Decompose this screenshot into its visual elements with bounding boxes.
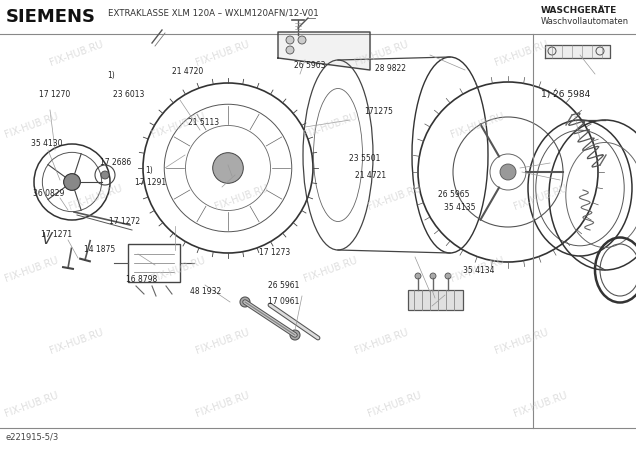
Text: 23 6013: 23 6013	[113, 90, 144, 99]
Text: 21 5113: 21 5113	[188, 118, 219, 127]
Text: FIX-HUB.RU: FIX-HUB.RU	[67, 184, 123, 212]
Text: FIX-HUB.RU: FIX-HUB.RU	[195, 328, 251, 356]
Circle shape	[415, 273, 421, 279]
Text: 17 1273: 17 1273	[259, 248, 291, 257]
Circle shape	[430, 273, 436, 279]
Text: FIX-HUB.RU: FIX-HUB.RU	[303, 256, 359, 284]
Text: FIX-HUB.RU: FIX-HUB.RU	[494, 328, 550, 356]
Text: 35 4134: 35 4134	[463, 266, 495, 275]
Circle shape	[286, 36, 294, 44]
Text: FIX-HUB.RU: FIX-HUB.RU	[449, 112, 505, 140]
Circle shape	[500, 164, 516, 180]
Text: FIX-HUB.RU: FIX-HUB.RU	[4, 391, 60, 419]
Text: FIX-HUB.RU: FIX-HUB.RU	[4, 112, 60, 140]
Text: 17 0961: 17 0961	[268, 297, 300, 306]
Text: FIX-HUB.RU: FIX-HUB.RU	[513, 184, 569, 212]
Text: 26 5965: 26 5965	[438, 190, 469, 199]
Text: FIX-HUB.RU: FIX-HUB.RU	[150, 112, 206, 140]
Text: FIX-HUB.RU: FIX-HUB.RU	[449, 256, 505, 284]
Text: FIX-HUB.RU: FIX-HUB.RU	[303, 112, 359, 140]
Text: FIX-HUB.RU: FIX-HUB.RU	[354, 328, 410, 356]
Text: 28 9822: 28 9822	[375, 64, 406, 73]
Circle shape	[286, 46, 294, 54]
Text: 17 2686: 17 2686	[100, 158, 132, 167]
Text: 26 5963: 26 5963	[294, 61, 326, 70]
Polygon shape	[545, 45, 610, 58]
Text: Waschvollautomaten: Waschvollautomaten	[541, 17, 629, 26]
Text: e221915-5/3: e221915-5/3	[6, 432, 59, 441]
Text: 17 1271: 17 1271	[41, 230, 73, 239]
Circle shape	[212, 153, 244, 183]
Text: FIX-HUB.RU: FIX-HUB.RU	[354, 40, 410, 68]
Text: FIX-HUB.RU: FIX-HUB.RU	[195, 391, 251, 419]
Text: 17 1270: 17 1270	[39, 90, 71, 99]
Text: FIX-HUB.RU: FIX-HUB.RU	[195, 40, 251, 68]
Text: 23 5501: 23 5501	[349, 154, 380, 163]
Text: 16 8798: 16 8798	[126, 275, 157, 284]
Text: FIX-HUB.RU: FIX-HUB.RU	[48, 328, 104, 356]
Text: 48 1932: 48 1932	[190, 287, 221, 296]
Text: 21 4721: 21 4721	[355, 171, 386, 180]
Circle shape	[290, 330, 300, 340]
Text: 171275: 171275	[364, 107, 392, 116]
Text: FIX-HUB.RU: FIX-HUB.RU	[150, 256, 206, 284]
Circle shape	[298, 36, 306, 44]
Text: 35 4130: 35 4130	[31, 139, 62, 148]
Circle shape	[101, 171, 109, 179]
Text: 1): 1)	[145, 166, 153, 175]
Text: FIX-HUB.RU: FIX-HUB.RU	[366, 391, 422, 419]
Text: 35 4135: 35 4135	[444, 203, 476, 212]
Text: 1) 26 5984: 1) 26 5984	[541, 90, 590, 99]
Text: 36 0829: 36 0829	[33, 189, 64, 198]
Circle shape	[445, 273, 451, 279]
Text: FIX-HUB.RU: FIX-HUB.RU	[366, 184, 422, 212]
Bar	[128, 244, 180, 282]
Text: SIEMENS: SIEMENS	[6, 8, 96, 26]
Text: V: V	[42, 232, 52, 247]
Text: EXTRAKLASSE XLM 120A – WXLM120AFN/12-V01: EXTRAKLASSE XLM 120A – WXLM120AFN/12-V01	[108, 9, 319, 18]
Bar	[408, 290, 463, 310]
Text: 17 1291: 17 1291	[135, 178, 166, 187]
Circle shape	[240, 297, 250, 307]
Text: 14 1875: 14 1875	[84, 245, 115, 254]
Text: FIX-HUB.RU: FIX-HUB.RU	[48, 40, 104, 68]
Text: FIX-HUB.RU: FIX-HUB.RU	[214, 184, 270, 212]
Circle shape	[64, 174, 80, 190]
Polygon shape	[278, 32, 370, 70]
Text: 21 4720: 21 4720	[172, 67, 203, 76]
Text: 17 1272: 17 1272	[109, 217, 141, 226]
Text: FIX-HUB.RU: FIX-HUB.RU	[513, 391, 569, 419]
Text: 1): 1)	[107, 71, 114, 80]
Text: FIX-HUB.RU: FIX-HUB.RU	[4, 256, 60, 284]
Text: FIX-HUB.RU: FIX-HUB.RU	[494, 40, 550, 68]
Text: WASCHGERÄTE: WASCHGERÄTE	[541, 6, 617, 15]
Text: 26 5961: 26 5961	[268, 281, 300, 290]
